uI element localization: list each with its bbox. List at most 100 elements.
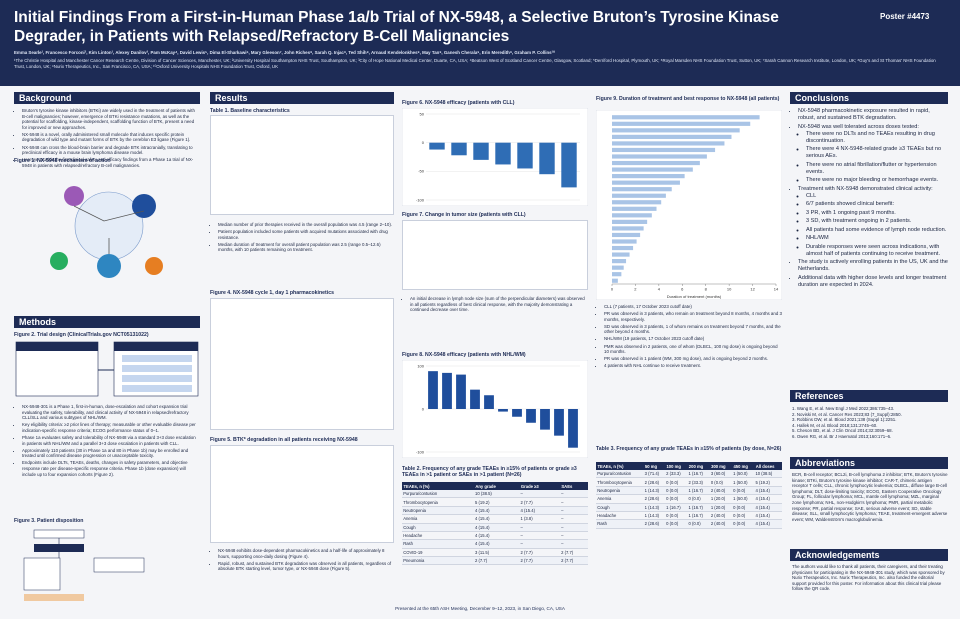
row: Rash 2 (28.6) 0 (0.0) 0 (0.0) 2 (40.0) 0 (0.0…	[596, 519, 782, 529]
conclusions-body: NX-5948 pharmacokinetic exposure resulte…	[790, 108, 948, 290]
row: Purpura/contusion 3 (71.4) 2 (33.3) 1 (16.7…	[596, 470, 782, 479]
cell: 1 (14.3)	[643, 486, 665, 496]
cell: Rash	[402, 539, 474, 549]
bullet: NHL/WM (19 patients, 17 October 2023 cut…	[604, 336, 782, 342]
figure-panel	[210, 298, 394, 430]
sub-list: CLL6/7 patients showed clinical benefit:…	[798, 193, 948, 258]
cell: Purpura/contusion	[596, 470, 644, 479]
bar	[612, 115, 760, 120]
row: Rash 4 (15.4) – –	[402, 539, 588, 549]
bullet: Approximately 110 patients (30 in Phase …	[22, 448, 200, 459]
bar	[484, 395, 494, 409]
affiliations: ¹The Christie Hospital and Manchester Ca…	[14, 58, 936, 69]
cell: 2 (33.3)	[687, 477, 710, 487]
section-heading: Results	[210, 92, 394, 104]
bar	[612, 174, 685, 179]
cell: 1 (16.7)	[664, 503, 688, 512]
cell: 1 (16.7)	[687, 486, 710, 496]
cell: 0 (0.0)	[731, 511, 755, 521]
sub-bullet: CLL	[806, 193, 948, 200]
row: Cough 4 (15.4) – –	[402, 523, 588, 532]
cell: 10 (38.5)	[473, 490, 520, 499]
reference: 2. Noviski M, et al. Cancer Res 2023;83 …	[792, 411, 902, 417]
cell: 1 (16.7)	[687, 511, 710, 521]
figure-title: Figure 5. BTK* degradation in all patien…	[210, 437, 358, 443]
bullet: PR was observed in 1 patient (WM, 300 mg…	[604, 356, 782, 362]
bullet: NX-5948 was well tolerated across doses …	[798, 124, 948, 185]
cell: 10 (38.5)	[754, 470, 782, 479]
header-row: TEAEs, n (%) 50 mg 100 mg 200 mg 300 mg 450 m…	[596, 462, 782, 470]
swimmer-chart: 0 2 4 6 8 10 12 14 Duration of treatment (months…	[596, 110, 782, 300]
bullet: SD was observed in 3 patients, 1 of whom…	[604, 324, 782, 335]
bar	[512, 409, 522, 417]
bullet: NX-5948 exhibits dose-dependent pharmaco…	[218, 548, 394, 559]
table-wrap: TEAEs, n (%) Any grade Grade ≥3 SAEs Purpura…	[402, 482, 588, 566]
y-tick-label: 0	[422, 406, 425, 411]
bar	[612, 278, 618, 283]
cell: 1 (16.7)	[687, 503, 710, 512]
acknowledgements-text: The authors would like to thank all pati…	[792, 564, 945, 592]
bar	[561, 142, 577, 188]
cell: –	[559, 539, 588, 549]
bullet: PMR was observed in 2 patients, one of w…	[604, 344, 782, 355]
section-heading: Conclusions	[790, 92, 948, 104]
cell: –	[559, 523, 588, 532]
bar	[612, 134, 732, 139]
sub-bullet: There were no atrial fibrillation/flutte…	[806, 162, 948, 176]
cell: 1 (14.3)	[643, 511, 665, 521]
cell: 5 (19.2)	[754, 477, 782, 487]
reference: 3. Robbins DW, et al. Blood 2021;138 (Su…	[792, 417, 897, 423]
bullet-list: CLL (7 patients, 17 October 2023 cutoff …	[596, 304, 782, 370]
cell: 1 (50.0)	[731, 494, 755, 504]
cell: 3 (71.4)	[643, 470, 665, 479]
cell: Neutropenia	[596, 486, 644, 496]
bullet: PR was observed in 3 patients, who remai…	[604, 311, 782, 322]
cell: 3 (11.5)	[473, 548, 520, 558]
bar	[612, 252, 630, 257]
x-tick-label: 2	[634, 287, 637, 292]
row: Anemia 2 (28.6) 0 (0.0) 0 (0.0) 1 (20.0) 1 (5…	[596, 494, 782, 504]
cell: 4 (15.4)	[754, 486, 782, 496]
bar	[612, 141, 725, 146]
figure-panel	[402, 220, 588, 290]
cell: 4 (15.4)	[754, 494, 782, 504]
bullet-text: NX-5948 was well tolerated across doses …	[798, 123, 919, 130]
figure-title: Figure 7. Change in tumor size (patients…	[402, 212, 526, 218]
section-heading: Methods	[14, 316, 200, 328]
sub-list: There were no DLTs and no TEAEs resultin…	[798, 131, 948, 185]
cell: –	[519, 523, 560, 532]
cell: Rash	[596, 519, 644, 529]
header-cell: 100 mg	[664, 462, 688, 470]
figure-title: Figure 3. Patient disposition	[14, 518, 84, 524]
header-cell: Grade ≥3	[519, 482, 560, 490]
x-tick-label: 0	[611, 287, 614, 292]
header-cell: Any grade	[473, 482, 520, 490]
cell: Anemia	[596, 494, 644, 504]
mechanism-diagram	[50, 186, 163, 278]
cell: 4 (15.4)	[473, 523, 520, 532]
bullet-list: NX-5948-301 is a Phase 1, first-in-human…	[14, 404, 200, 479]
cell: 0 (0.0)	[664, 511, 688, 521]
trial-design-diagram	[15, 341, 199, 397]
figure-title: Figure 9. Duration of treatment and best…	[596, 96, 780, 102]
header-cell: All doses	[754, 462, 782, 470]
table: TEAEs, n (%) 50 mg 100 mg 200 mg 300 mg 450 m…	[596, 462, 782, 529]
bullet: NX-5948 is a novel, orally administered …	[22, 132, 200, 143]
cell: 4 (15.4)	[754, 519, 782, 529]
bullet: Key eligibility criteria: ≥2 prior lines…	[22, 422, 200, 433]
sub-bullet: 6/7 patients showed clinical benefit:	[806, 201, 948, 208]
bar	[539, 142, 555, 175]
bar	[456, 374, 466, 409]
bullet: An initial decrease in lymph node size (…	[410, 296, 588, 313]
header-cell: 50 mg	[643, 462, 665, 470]
cell: 1 (20.0)	[709, 503, 732, 512]
bar	[526, 409, 536, 423]
bar	[568, 409, 578, 448]
cell: Thrombocytopenia	[402, 497, 474, 507]
bar	[612, 187, 672, 192]
cell: Thrombocytopenia	[596, 477, 644, 487]
cell: 4 (15.4)	[754, 503, 782, 512]
x-tick-label: 8	[705, 287, 708, 292]
cell: Cough	[596, 503, 644, 512]
bullet-text: Treatment with NX-5948 demonstrated clin…	[798, 185, 933, 192]
